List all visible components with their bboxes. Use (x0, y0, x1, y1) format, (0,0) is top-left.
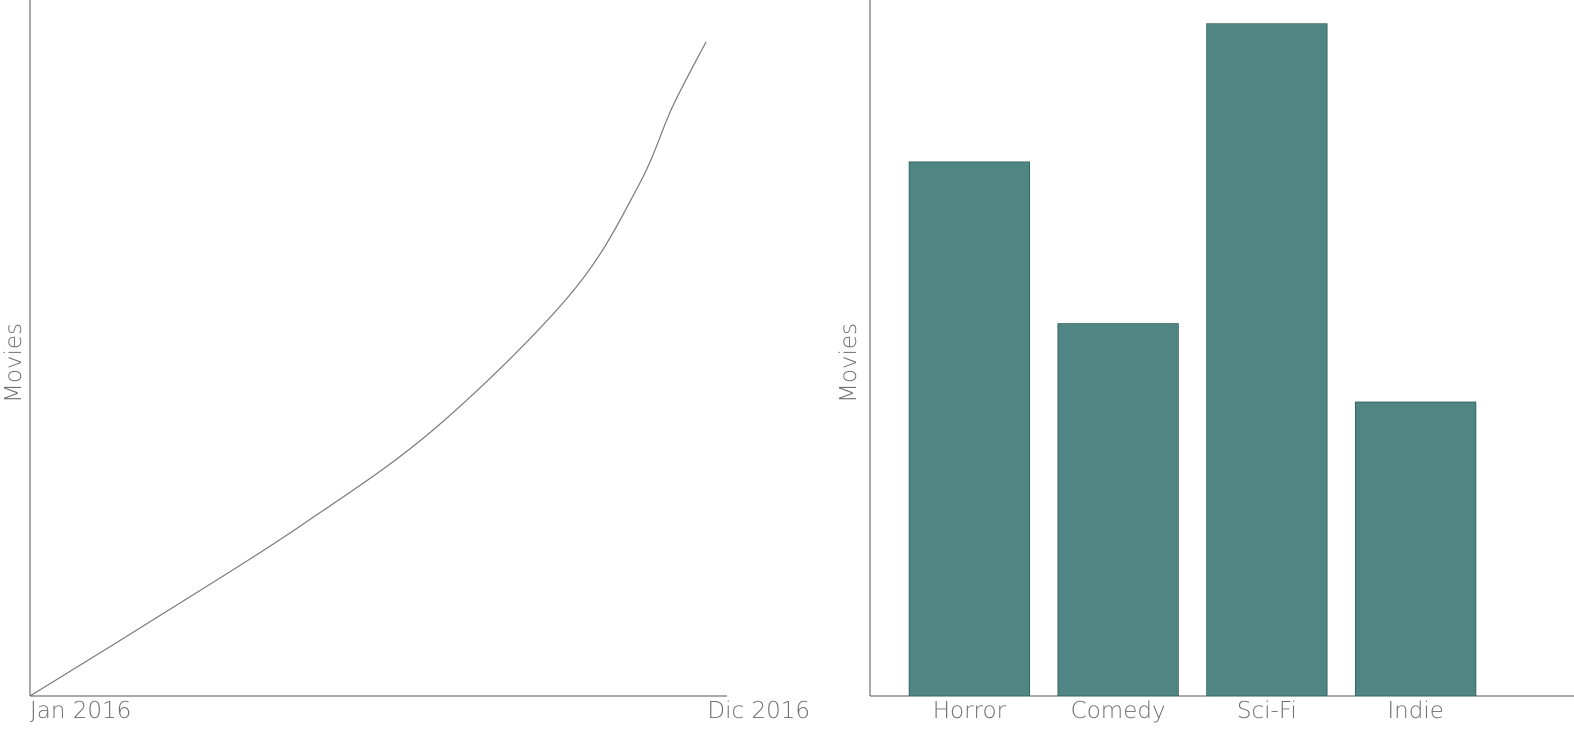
line-chart-x-tick-label: Jan 2016 (30, 698, 131, 724)
line-chart-y-label: Movies (1, 323, 27, 403)
bar-horror (908, 161, 1031, 697)
bar-indie (1354, 401, 1477, 697)
bar-chart-panel: Horror Comedy Sci-Fi Indie Movies (836, 0, 1574, 724)
line-chart-panel: Movies Jan 2016 Dic 2016 (1, 0, 810, 724)
bar-chart-x-tick-label: Horror (933, 698, 1007, 724)
line-chart-x-tick-label: Dic 2016 (707, 698, 810, 724)
bar-sci-fi (1206, 23, 1328, 697)
bar-chart-x-tick-label: Sci-Fi (1237, 698, 1297, 724)
bar-comedy (1057, 323, 1179, 697)
line-chart-series (29, 41, 707, 697)
bar-chart-y-label: Movies (836, 323, 862, 403)
bar-chart-x-tick-label: Comedy (1071, 698, 1166, 724)
bar-chart-x-tick-label: Indie (1387, 698, 1444, 724)
